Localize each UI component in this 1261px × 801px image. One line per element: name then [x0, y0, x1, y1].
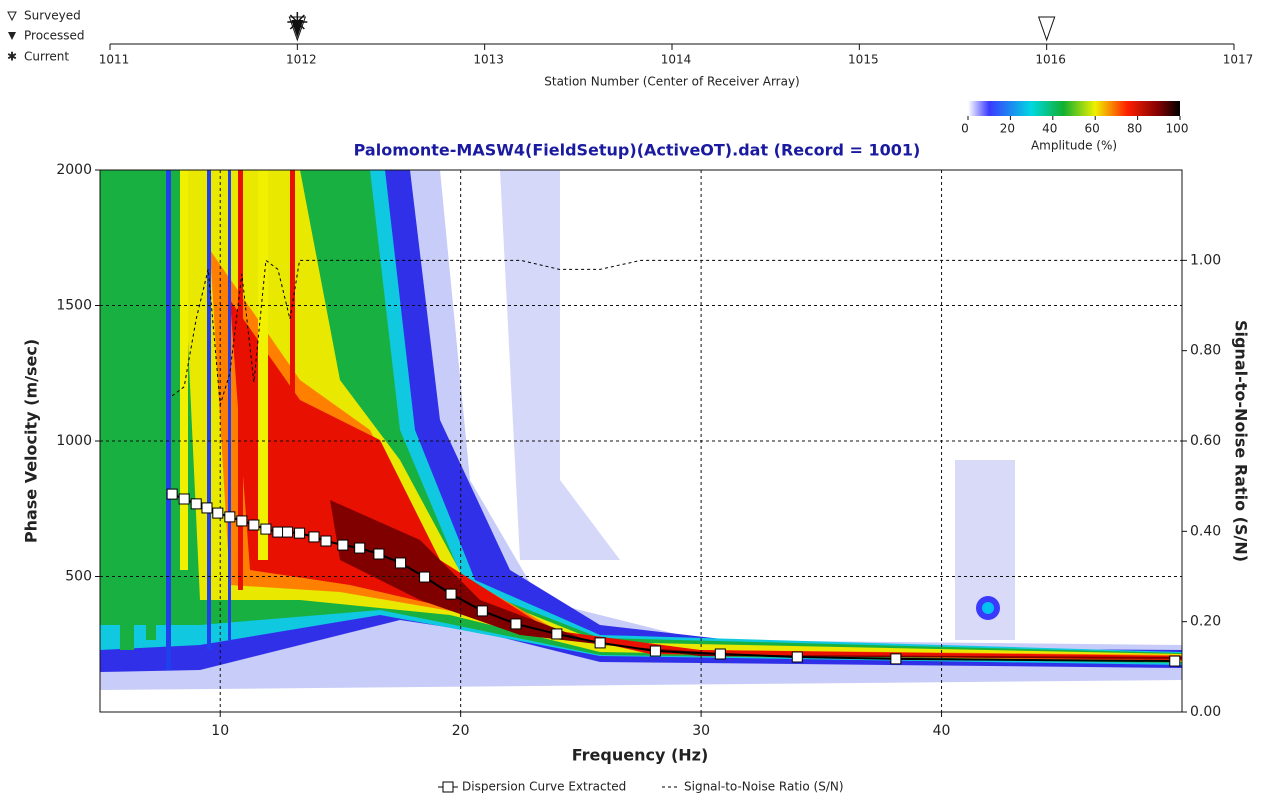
curve-point	[476, 605, 488, 617]
x-axis-title: Frequency (Hz)	[572, 746, 709, 765]
curve-point	[791, 651, 803, 663]
curve-point	[354, 542, 366, 554]
curve-point	[1169, 655, 1181, 667]
y2-tick-label: 0.00	[1190, 704, 1221, 720]
y-tick-label: 1500	[56, 298, 92, 314]
station-axis-title: Station Number (Center of Receiver Array…	[544, 75, 800, 89]
y2-tick-label: 0.60	[1190, 433, 1221, 449]
station-tick-label: 1016	[1035, 53, 1066, 67]
legend-label: Dispersion Curve Extracted	[462, 780, 626, 794]
legend-label: Surveyed	[24, 9, 81, 23]
y-tick-label: 1000	[56, 433, 92, 449]
curve-point	[890, 653, 902, 665]
colorbar-tick-label: 100	[1166, 122, 1189, 136]
curve-point	[166, 488, 178, 500]
curve-point	[649, 645, 661, 657]
curve-point	[224, 511, 236, 523]
curve-point	[445, 588, 457, 600]
curve-point	[510, 618, 522, 630]
colorbar-tick-label: 40	[1042, 122, 1057, 136]
curve-point	[190, 498, 202, 510]
curve-point	[282, 526, 294, 538]
curve-point	[201, 502, 213, 514]
x-tick-label: 20	[452, 723, 470, 739]
x-tick-label: 10	[211, 723, 229, 739]
curve-point	[551, 628, 563, 640]
station-tick-label: 1017	[1223, 53, 1254, 67]
surveyed-marker	[1037, 16, 1056, 42]
colorbar	[968, 101, 1180, 116]
curve-point	[272, 526, 284, 538]
curve-point	[337, 539, 349, 551]
legend-label: Processed	[24, 29, 85, 43]
current-icon: ✱	[7, 50, 17, 64]
curve-point	[308, 531, 320, 543]
station-tick-label: 1011	[99, 53, 130, 67]
current-marker	[287, 12, 308, 32]
curve-point	[714, 648, 726, 660]
curve-point	[248, 519, 260, 531]
colorbar-tick-label: 60	[1085, 122, 1100, 136]
station-tick-label: 1012	[286, 53, 317, 67]
x-tick-label: 40	[933, 723, 951, 739]
x-tick-label: 30	[692, 723, 710, 739]
curve-point	[212, 507, 224, 519]
colorbar-title: Amplitude (%)	[1031, 139, 1117, 153]
curve-point	[594, 637, 606, 649]
y2-tick-label: 0.80	[1190, 343, 1221, 359]
colorbar-tick-label: 80	[1127, 122, 1142, 136]
y2-tick-label: 1.00	[1190, 252, 1221, 268]
station-legend: ✱	[7, 11, 17, 64]
colorbar-tick-label: 0	[961, 122, 969, 136]
y-tick-label: 2000	[56, 162, 92, 178]
curve-point	[373, 548, 385, 560]
y2-tick-label: 0.20	[1190, 614, 1221, 630]
legend-marker	[442, 781, 454, 793]
station-tick-label: 1015	[848, 53, 879, 67]
y2-tick-label: 0.40	[1190, 523, 1221, 539]
curve-point	[178, 493, 190, 505]
y-tick-label: 500	[65, 569, 92, 585]
y2-axis-title: Signal-to-Noise Ratio (S/N)	[1232, 320, 1251, 562]
curve-point	[419, 571, 431, 583]
curve-point	[320, 535, 332, 547]
y-axis-title: Phase Velocity (m/sec)	[22, 339, 41, 543]
curve-point	[260, 523, 272, 535]
curve-point	[294, 527, 306, 539]
station-tick-label: 1014	[661, 53, 692, 67]
legend-label: Signal-to-Noise Ratio (S/N)	[684, 780, 844, 794]
chart-title: Palomonte-MASW4(FieldSetup)(ActiveOT).da…	[354, 141, 921, 160]
colorbar-tick-label: 20	[1000, 122, 1015, 136]
curve-point	[395, 557, 407, 569]
curve-point	[236, 515, 248, 527]
station-tick-label: 1013	[473, 53, 504, 67]
legend-label: Current	[24, 50, 69, 64]
sn-curve	[171, 259, 1182, 406]
